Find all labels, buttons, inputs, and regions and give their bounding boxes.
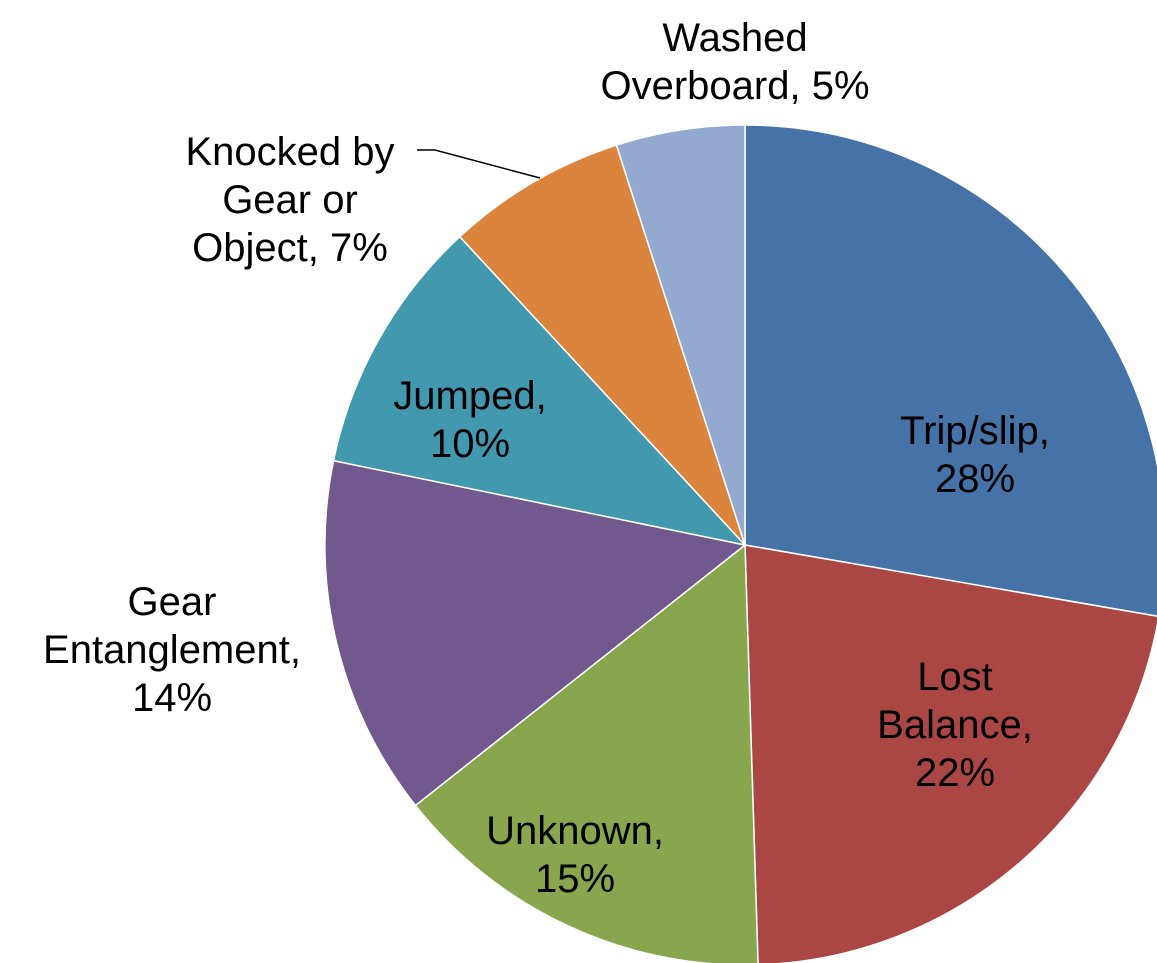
pie-slice [414,543,759,963]
pie-slice [744,544,1157,963]
pie-slice [324,459,747,807]
slice-label: Lost Balance, 22% [877,655,1033,795]
leader-line [417,149,541,179]
pie-slice [332,235,748,547]
slice-label: Jumped, 10% [393,374,547,466]
slice-label: Knocked by Gear or Object, 7% [185,130,395,270]
slice-label: Unknown, 15% [486,809,664,901]
pie-slice [744,124,1157,617]
slice-label: Washed Overboard, 5% [600,16,870,108]
slice-label: Gear Entanglement, 14% [43,580,301,720]
slice-label: Trip/slip, 28% [900,409,1050,501]
pie-slice [458,144,746,546]
pie-slice [615,124,746,546]
